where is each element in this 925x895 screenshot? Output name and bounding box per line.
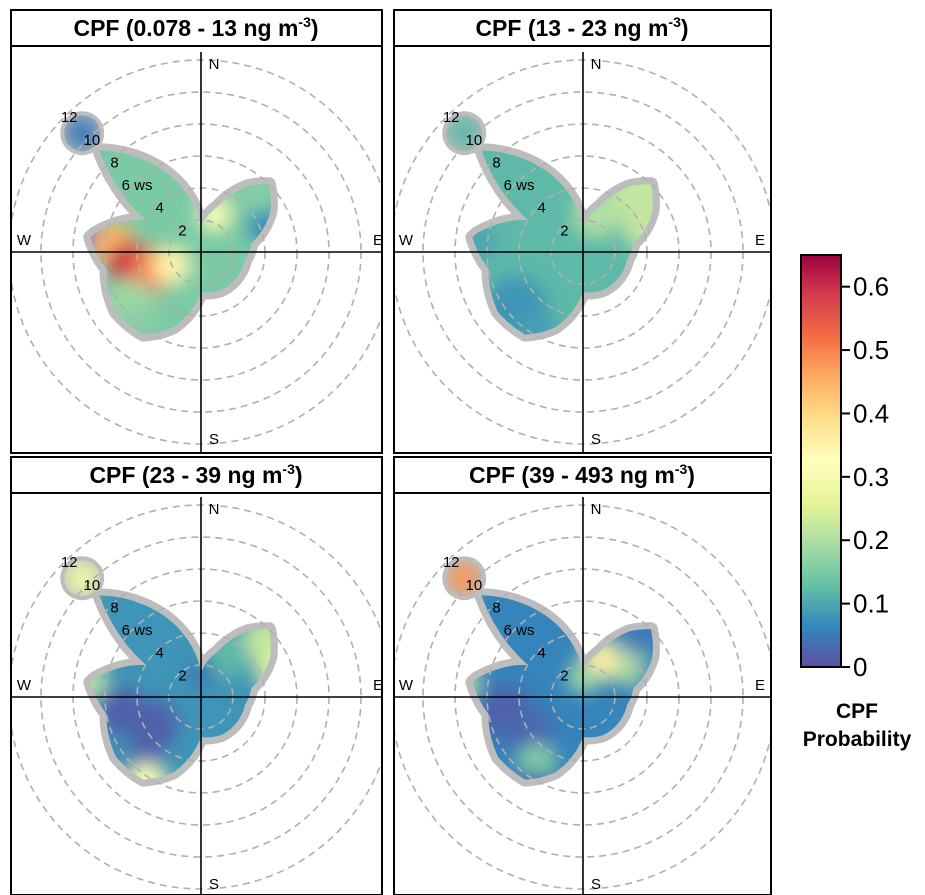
ring-label: 2 (560, 667, 568, 684)
ring-label: 4 (538, 200, 546, 217)
panel-3: CPF (23 - 39 ng m-3) 246 ws8 10 12 N S E W (10, 456, 383, 895)
west-label: W (399, 232, 414, 249)
ring-label: 6 ws (504, 177, 535, 194)
panel-3-title: CPF (23 - 39 ng m-3) (89, 461, 302, 488)
panel-3-contents: 246 ws8 10 12 N S E W (12, 497, 383, 895)
panel-1-title: CPF (0.078 - 13 ng m-3) (73, 14, 318, 41)
north-label: N (209, 56, 220, 73)
colorbar-tick-label: 0.4 (853, 398, 889, 428)
cpf-blob (64, 560, 100, 596)
panel-2-plot: 246 ws8 10 12 N S E W (395, 52, 770, 452)
panel-1-title-strip (10, 9, 383, 47)
east-label: E (373, 232, 383, 249)
north-label: N (591, 501, 602, 518)
ring-label: 10 (84, 577, 101, 594)
panel-4-contents: 246 ws8 10 12 N S E W (395, 497, 770, 895)
south-label: S (591, 431, 601, 448)
cpf-surface (64, 560, 271, 780)
east-label: E (755, 677, 765, 694)
cpf-blob (448, 562, 481, 595)
colorbar-tick-label: 0 (853, 652, 867, 682)
colorbar-title-line1: CPF (836, 700, 878, 723)
cpf-blob (511, 311, 559, 335)
cpf-blob (240, 177, 271, 213)
cpf-blob (64, 115, 100, 151)
colorbar-tick-label: 0.3 (853, 462, 889, 492)
ring-label: 8 (492, 600, 500, 617)
panel-1-contents: 246 ws8 10 12 N S E W (12, 52, 383, 452)
cpf-blob (117, 310, 156, 335)
north-label: N (591, 56, 602, 73)
colorbar-gradient (800, 254, 842, 668)
panel-1: CPF (0.078 - 13 ng m-3) 246 ws8 10 12 N S E W (10, 9, 383, 454)
colorbar-tick-label: 0.6 (853, 272, 889, 302)
ring-label: 8 (492, 155, 500, 172)
colorbar: 0 0.1 0.2 0.3 0.4 0.5 0.6 CPF Probability (800, 254, 912, 751)
ring-label: 4 (538, 645, 546, 662)
west-label: W (399, 677, 414, 694)
cpf-blob (123, 762, 169, 780)
colorbar-tick-label: 0.5 (853, 335, 889, 365)
ring-label: 12 (443, 554, 460, 571)
ring-label: 2 (178, 222, 186, 239)
east-label: E (373, 677, 383, 694)
colorbar-ticks: 0 0.1 0.2 0.3 0.4 0.5 0.6 (841, 272, 889, 682)
ring-label: 10 (466, 577, 483, 594)
ring-label: 6 ws (122, 177, 153, 194)
panel-4: CPF (39 - 493 ng m-3) 246 ws8 10 12 N S E W (393, 456, 772, 895)
ring-label: 2 (178, 667, 186, 684)
colorbar-tick-label: 0.2 (853, 525, 889, 555)
south-label: S (209, 876, 219, 893)
south-label: S (591, 876, 601, 893)
ring-label: 10 (84, 132, 101, 149)
ring-label: 4 (156, 200, 164, 217)
ring-label: 4 (156, 645, 164, 662)
panel-2-title: CPF (13 - 23 ng m-3) (475, 14, 688, 41)
ring-label: 12 (61, 109, 78, 126)
west-label: W (17, 232, 32, 249)
colorbar-tick-label: 0.1 (853, 589, 889, 619)
west-label: W (17, 677, 32, 694)
panel-2: CPF (13 - 23 ng m-3) 246 ws8 10 12 N S E W (393, 9, 772, 454)
ring-label: 8 (110, 600, 118, 617)
panel-3-plot: 246 ws8 10 12 N S E W (12, 497, 383, 895)
ring-label: 10 (466, 132, 483, 149)
ring-label: 6 ws (122, 622, 153, 639)
panel-3-title-strip (10, 456, 383, 494)
ring-label: 12 (443, 109, 460, 126)
panel-1-plot: 246 ws8 10 12 N S E W (12, 52, 383, 452)
south-label: S (209, 431, 219, 448)
ring-label: 8 (110, 155, 118, 172)
north-label: N (209, 501, 220, 518)
panel-4-plot: 246 ws8 10 12 N S E W (395, 497, 770, 895)
panel-2-contents: 246 ws8 10 12 N S E W (395, 52, 770, 452)
cpf-blob (126, 699, 179, 751)
panel-4-title: CPF (39 - 493 ng m-3) (469, 461, 695, 488)
east-label: E (755, 232, 765, 249)
ring-label: 6 ws (504, 622, 535, 639)
cpf-blob (446, 115, 482, 151)
ring-label: 2 (560, 222, 568, 239)
ring-label: 12 (61, 554, 78, 571)
colorbar-title-line2: Probability (803, 728, 912, 751)
